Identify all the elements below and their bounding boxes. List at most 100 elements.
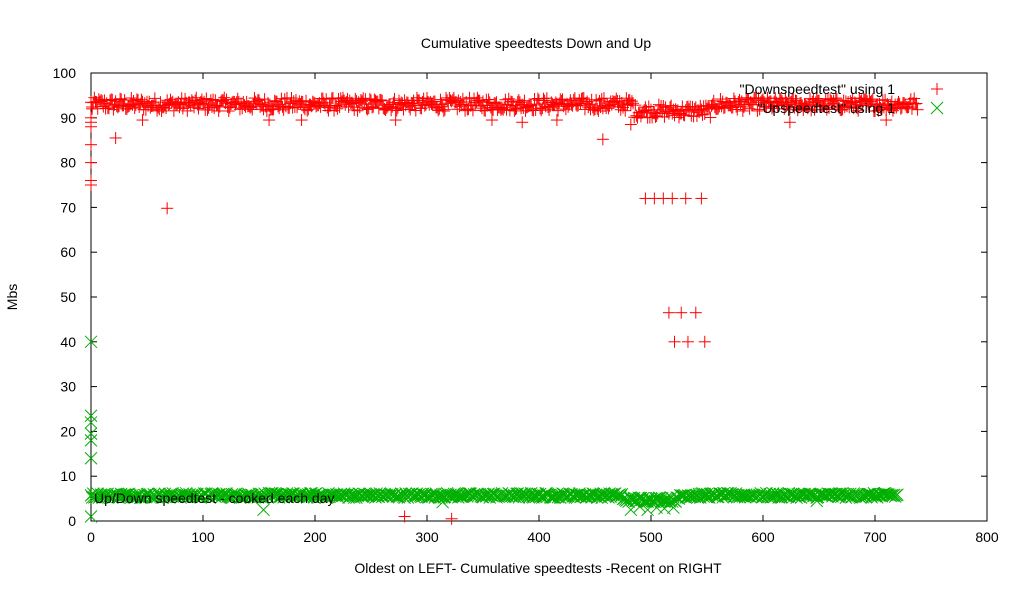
upload-point	[633, 500, 647, 514]
y-tick-label: 60	[60, 244, 76, 260]
download-point	[704, 111, 717, 124]
download-point	[577, 92, 590, 105]
download-point	[910, 97, 923, 110]
download-point	[536, 102, 549, 115]
upload-point	[738, 490, 752, 504]
download-point	[349, 92, 362, 105]
download-point	[681, 335, 694, 348]
download-point	[222, 105, 235, 118]
download-point	[623, 94, 636, 107]
download-point	[356, 95, 369, 108]
download-point	[668, 335, 681, 348]
download-point	[572, 99, 585, 112]
download-point	[787, 92, 800, 105]
download-point	[620, 92, 633, 105]
download-point	[642, 100, 655, 113]
download-point	[695, 192, 708, 205]
download-point	[591, 102, 604, 115]
download-point	[295, 114, 308, 127]
download-point	[434, 93, 447, 106]
download-point	[331, 102, 344, 115]
download-point	[456, 92, 469, 105]
upload-point	[84, 434, 98, 447]
download-point	[445, 512, 458, 525]
download-point	[707, 94, 720, 107]
download-point	[908, 92, 921, 105]
y-tick-label: 10	[60, 468, 76, 484]
download-point	[85, 138, 97, 151]
download-point	[437, 105, 450, 118]
download-point	[296, 95, 309, 108]
download-point	[662, 306, 675, 319]
upload-point	[654, 495, 668, 508]
download-point	[343, 94, 356, 107]
download-point	[479, 104, 492, 117]
download-point	[92, 93, 105, 106]
download-point	[512, 94, 525, 107]
download-point	[85, 156, 97, 169]
x-tick-label: 400	[527, 529, 551, 545]
download-point	[689, 306, 702, 319]
download-point	[263, 114, 276, 127]
download-point	[703, 101, 716, 114]
download-point	[880, 114, 893, 127]
upload-point	[641, 503, 654, 517]
upload-point	[436, 495, 450, 509]
download-point	[438, 103, 451, 116]
download-point	[830, 93, 843, 106]
upload-point	[454, 490, 467, 504]
download-point	[590, 93, 603, 106]
download-point	[538, 94, 551, 107]
download-point	[86, 102, 99, 115]
y-tick-label: 0	[68, 513, 76, 529]
download-point	[732, 95, 745, 108]
download-point	[595, 93, 608, 106]
download-point	[808, 103, 821, 116]
legend: "Downspeedtest" using 1 "Upspeedtest" usi…	[740, 81, 896, 116]
download-point	[357, 92, 370, 105]
download-point	[864, 95, 877, 108]
download-point	[502, 92, 515, 105]
x-tick-label: 0	[87, 529, 95, 545]
download-point	[698, 335, 711, 348]
download-point	[85, 179, 97, 191]
upload-point	[135, 491, 148, 505]
upload-point	[720, 486, 734, 500]
upload-point	[650, 501, 663, 514]
upload-point	[257, 503, 270, 517]
upload-point	[891, 488, 904, 502]
x-tick-label: 800	[975, 529, 999, 545]
download-point	[829, 92, 842, 105]
upload-point	[84, 416, 98, 429]
download-point	[596, 133, 609, 146]
download-point	[629, 99, 642, 112]
download-point	[498, 101, 511, 114]
download-point	[389, 114, 402, 127]
download-point	[136, 114, 149, 127]
download-point	[390, 104, 403, 117]
download-point	[275, 92, 288, 105]
upload-point	[146, 491, 159, 504]
upload-point	[544, 491, 558, 504]
upload-point	[270, 487, 284, 501]
download-point	[817, 100, 830, 113]
legend-marker	[930, 101, 944, 115]
download-point	[799, 99, 812, 112]
download-point	[115, 93, 128, 106]
overlaid-annotation: Up/Down speedtest - cooked each day	[94, 490, 334, 506]
upload-point	[84, 427, 98, 440]
download-point	[375, 94, 388, 107]
download-point	[347, 97, 360, 110]
download-point	[731, 103, 744, 116]
download-point	[696, 108, 709, 121]
download-point	[125, 92, 138, 105]
upload-point	[84, 335, 98, 349]
upload-point	[84, 409, 98, 423]
download-point	[321, 101, 334, 114]
download-point	[627, 97, 640, 110]
download-point	[85, 111, 97, 124]
x-tick-label: 300	[415, 529, 439, 545]
download-point	[320, 93, 333, 106]
download-point	[217, 94, 230, 107]
